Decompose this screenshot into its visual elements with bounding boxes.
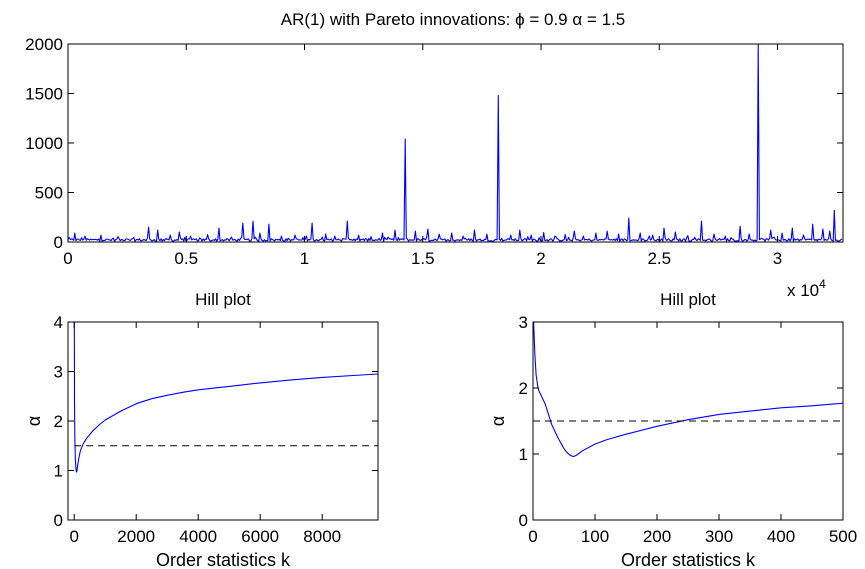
x-tick-label: 200 — [643, 527, 671, 546]
x-tick-label: 100 — [581, 527, 609, 546]
x-exponent-label: x 104 — [787, 277, 826, 300]
y-tick-label: 2 — [519, 379, 528, 398]
x-tick-label: 3 — [773, 249, 782, 268]
time-series-line — [68, 44, 842, 241]
plot-frame-left — [68, 322, 378, 520]
y-tick-label: 3 — [54, 363, 63, 382]
x-tick-label: 300 — [705, 527, 733, 546]
y-tick-label: 1500 — [25, 85, 63, 104]
x-axis-label-left: Order statistics k — [156, 550, 291, 569]
y-tick-label: 3 — [519, 313, 528, 332]
y-tick-label: 0 — [519, 511, 528, 530]
x-tick-label: 400 — [767, 527, 795, 546]
y-tick-label: 0 — [54, 511, 63, 530]
x-tick-label: 0 — [69, 527, 78, 546]
hill-estimate-path — [534, 322, 843, 457]
x-tick-label: 2000 — [117, 527, 155, 546]
y-tick-label: 0 — [54, 233, 63, 252]
chart-title: AR(1) with Pareto innovations: ϕ = 0.9 α… — [281, 10, 625, 29]
y-tick-label: 2000 — [25, 35, 63, 54]
x-tick-label: 1 — [300, 249, 309, 268]
hill-estimate-path — [74, 322, 378, 472]
x-tick-label: 2.5 — [647, 249, 671, 268]
plot-frame-right — [533, 322, 843, 520]
x-tick-label: 0 — [63, 249, 72, 268]
axis-ticks-right: 0 100 200 300 400 500 0 1 2 3 — [519, 313, 858, 546]
y-axis-label-right: α — [488, 416, 508, 426]
y-tick-label: 1 — [54, 462, 63, 481]
x-tick-label: 4000 — [179, 527, 217, 546]
hill-estimate-line-left — [74, 322, 378, 472]
time-series-path — [68, 44, 842, 241]
plot-frame — [68, 44, 843, 242]
y-tick-label: 500 — [35, 184, 63, 203]
x-tick-label: 8000 — [303, 527, 341, 546]
x-tick-label: 6000 — [241, 527, 279, 546]
x-tick-label: 500 — [829, 527, 857, 546]
hill-plot-left-title: Hill plot — [195, 290, 251, 309]
x-axis-label-right: Order statistics k — [621, 550, 756, 569]
y-tick-label: 4 — [54, 313, 63, 332]
x-tick-label: 1.5 — [411, 249, 435, 268]
y-axis-label-left: α — [24, 416, 44, 426]
hill-plot-right-title: Hill plot — [660, 290, 716, 309]
time-series-panel: AR(1) with Pareto innovations: ϕ = 0.9 α… — [25, 10, 843, 300]
y-tick-label: 1 — [519, 445, 528, 464]
hill-plot-left-panel: Hill plot 0 2000 4000 6000 8000 0 1 2 3 4 Order s… — [24, 290, 378, 569]
x-tick-label: 2 — [536, 249, 545, 268]
hill-estimate-line-right — [534, 322, 843, 457]
hill-plot-right-panel: Hill plot 0 100 200 300 400 500 0 1 2 3 Order sta… — [488, 290, 857, 569]
y-tick-label: 2 — [54, 412, 63, 431]
axis-ticks-left: 0 2000 4000 6000 8000 0 1 2 3 4 — [54, 313, 378, 546]
x-tick-label: 0 — [528, 527, 537, 546]
x-tick-label: 0.5 — [174, 249, 198, 268]
y-tick-label: 1000 — [25, 134, 63, 153]
